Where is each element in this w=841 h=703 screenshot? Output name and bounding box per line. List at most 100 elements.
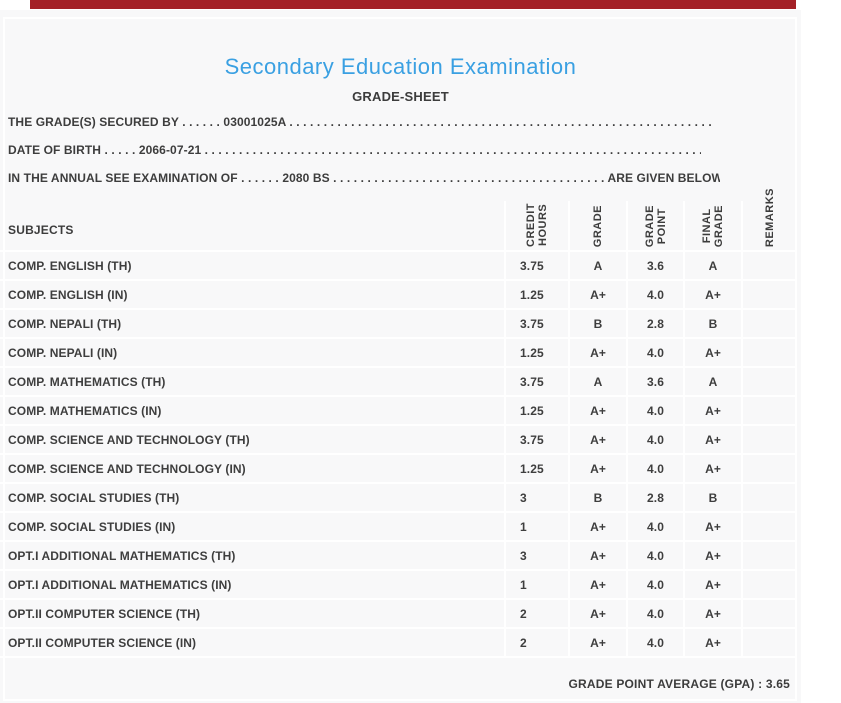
credit-hours-label: CREDIT HOURS [525, 203, 549, 247]
cell-credit-hours: 1.25 [505, 338, 570, 368]
cell-subject: COMP. ENGLISH (TH) [0, 251, 506, 281]
cell-grade-point: 4.0 [627, 425, 685, 455]
cell-final-grade: A+ [684, 628, 743, 658]
cell-credit-hours: 1.25 [505, 396, 570, 426]
cell-grade-point: 4.0 [627, 454, 685, 484]
cell-final-grade: A+ [684, 338, 743, 368]
final-grade-label: FINAL GRADE [701, 204, 725, 247]
date-of-birth-value: 2066-07-21 [138, 143, 202, 157]
cell-final-grade: A+ [684, 396, 743, 426]
cell-remarks [742, 483, 797, 513]
cell-remarks [742, 251, 797, 281]
cell-grade: A+ [569, 338, 628, 368]
cell-final-grade: B [684, 309, 743, 339]
cell-credit-hours: 2 [505, 628, 570, 658]
cell-grade-point: 4.0 [627, 570, 685, 600]
cell-final-grade: A+ [684, 454, 743, 484]
cell-subject: COMP. NEPALI (IN) [0, 338, 506, 368]
cell-remarks [742, 541, 797, 571]
cell-credit-hours: 1 [505, 570, 570, 600]
date-of-birth-line: DATE OF BIRTH . . . . . 2066-07-21 . . .… [8, 143, 701, 157]
cell-credit-hours: 3.75 [505, 425, 570, 455]
dots: . . . . . . [178, 115, 224, 129]
cell-grade-point: 4.0 [627, 628, 685, 658]
cell-credit-hours: 3.75 [505, 251, 570, 281]
cell-credit-hours: 1.25 [505, 454, 570, 484]
cell-remarks [742, 396, 797, 426]
cell-grade: B [569, 309, 628, 339]
cell-subject: COMP. SCIENCE AND TECHNOLOGY (IN) [0, 454, 506, 484]
table-row: COMP. NEPALI (TH) 3.75 B 2.8 B [0, 309, 797, 339]
table-row: COMP. SCIENCE AND TECHNOLOGY (IN) 1.25 A+ 4… [0, 454, 797, 484]
cell-grade: A+ [569, 425, 628, 455]
grades-table: SUBJECTS CREDIT HOURS GRADE GRADE POINT … [0, 188, 797, 658]
cell-grade-point: 4.0 [627, 338, 685, 368]
table-row: COMP. NEPALI (IN) 1.25 A+ 4.0 A+ [0, 338, 797, 368]
cell-remarks [742, 512, 797, 542]
table-row: OPT.II COMPUTER SCIENCE (TH) 2 A+ 4.0 A+ [0, 599, 797, 629]
cell-remarks [742, 425, 797, 455]
cell-subject: OPT.II COMPUTER SCIENCE (TH) [0, 599, 506, 629]
cell-grade-point: 4.0 [627, 396, 685, 426]
cell-subject: COMP. NEPALI (TH) [0, 309, 506, 339]
table-row: OPT.I ADDITIONAL MATHEMATICS (TH) 3 A+ 4.0 A… [0, 541, 797, 571]
symbol-number-value: 03001025A [223, 115, 286, 129]
cell-remarks [742, 309, 797, 339]
sheet-subtitle: GRADE-SHEET [352, 89, 449, 104]
cell-subject: COMP. ENGLISH (IN) [0, 280, 506, 310]
examination-year-value: 2080 BS [282, 171, 330, 185]
cell-final-grade: A+ [684, 599, 743, 629]
cell-credit-hours: 3.75 [505, 309, 570, 339]
cell-credit-hours: 2 [505, 599, 570, 629]
cell-subject: OPT.I ADDITIONAL MATHEMATICS (IN) [0, 570, 506, 600]
cell-final-grade: A+ [684, 541, 743, 571]
cell-grade-point: 2.8 [627, 309, 685, 339]
remarks-label: REMARKS [764, 187, 776, 247]
cell-subject: COMP. MATHEMATICS (TH) [0, 367, 506, 397]
cell-remarks [742, 338, 797, 368]
cell-final-grade: A [684, 251, 743, 281]
cell-credit-hours: 3 [505, 483, 570, 513]
cell-final-grade: B [684, 483, 743, 513]
cell-grade-point: 3.6 [627, 251, 685, 281]
cell-final-grade: A [684, 367, 743, 397]
cell-final-grade: A+ [684, 570, 743, 600]
cell-credit-hours: 1.25 [505, 280, 570, 310]
table-row: OPT.II COMPUTER SCIENCE (IN) 2 A+ 4.0 A+ [0, 628, 797, 658]
cell-remarks [742, 628, 797, 658]
gpa-label: GRADE POINT AVERAGE (GPA) : [568, 677, 766, 691]
cell-grade-point: 2.8 [627, 483, 685, 513]
cell-remarks [742, 280, 797, 310]
cell-final-grade: A+ [684, 425, 743, 455]
table-row: COMP. ENGLISH (IN) 1.25 A+ 4.0 A+ [0, 280, 797, 310]
cell-grade: A [569, 251, 628, 281]
grade-point-label: GRADE POINT [643, 204, 668, 247]
examination-year-line: IN THE ANNUAL SEE EXAMINATION OF . . . .… [8, 171, 720, 185]
column-header-remarks: REMARKS [742, 188, 797, 252]
column-header-subjects: SUBJECTS [0, 201, 506, 252]
column-header-final-grade: FINAL GRADE [684, 201, 743, 252]
cell-grade: A [569, 367, 628, 397]
table-row: COMP. ENGLISH (TH) 3.75 A 3.6 A [0, 251, 797, 281]
column-header-credit-hours: CREDIT HOURS [505, 201, 570, 252]
cell-credit-hours: 1 [505, 512, 570, 542]
site-header-bar [30, 0, 796, 9]
cell-grade-point: 4.0 [627, 512, 685, 542]
grade-label: GRADE [592, 204, 604, 247]
cell-subject: COMP. SOCIAL STUDIES (TH) [0, 483, 506, 513]
table-row: COMP. SOCIAL STUDIES (TH) 3 B 2.8 B [0, 483, 797, 513]
cell-remarks [742, 570, 797, 600]
cell-subject: COMP. SCIENCE AND TECHNOLOGY (TH) [0, 425, 506, 455]
cell-credit-hours: 3.75 [505, 367, 570, 397]
cell-grade: A+ [569, 280, 628, 310]
table-row: COMP. SCIENCE AND TECHNOLOGY (TH) 3.75 A+ 4… [0, 425, 797, 455]
cell-grade: A+ [569, 454, 628, 484]
dots: . . . . . . [237, 171, 283, 185]
date-of-birth-label: DATE OF BIRTH [8, 143, 102, 157]
table-row: OPT.I ADDITIONAL MATHEMATICS (IN) 1 A+ 4.0 A… [0, 570, 797, 600]
cell-grade-point: 3.6 [627, 367, 685, 397]
cell-remarks [742, 367, 797, 397]
examination-label: IN THE ANNUAL SEE EXAMINATION OF [8, 171, 238, 185]
grades-secured-by-label: THE GRADE(S) SECURED BY [8, 115, 179, 129]
